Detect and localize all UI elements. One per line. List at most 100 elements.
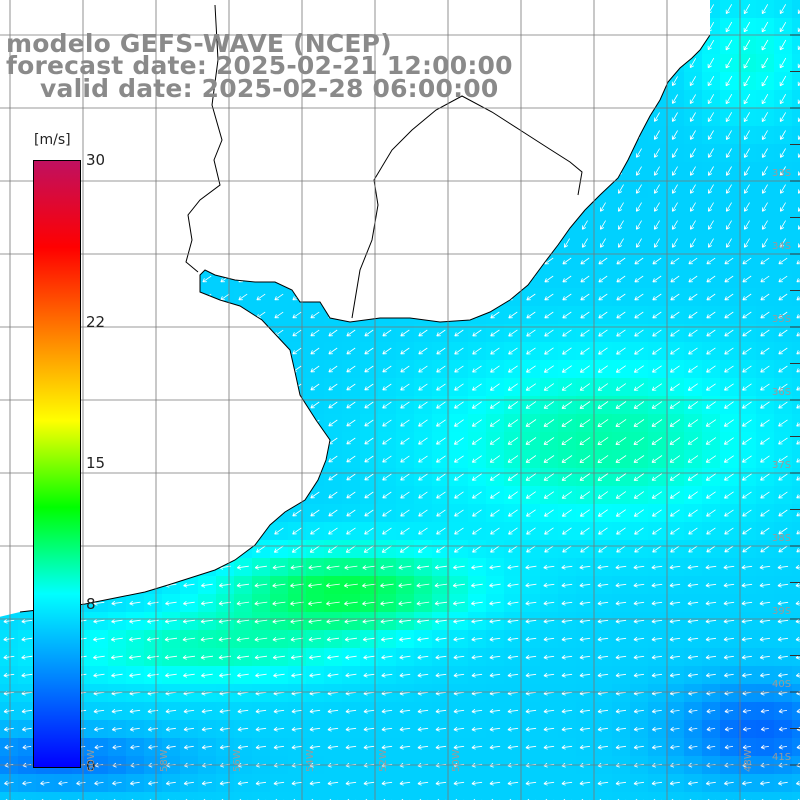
wind-arrow [346, 401, 356, 409]
wind-arrow [580, 527, 590, 535]
lon-label: 60W [86, 749, 97, 772]
wind-arrow [760, 527, 770, 535]
wind-arrow [580, 311, 590, 319]
wind-cell [612, 792, 631, 800]
wind-arrow [363, 654, 375, 660]
wind-arrow [670, 545, 680, 553]
wind-arrow [526, 545, 536, 553]
wind-arrow [544, 275, 554, 283]
wind-cell [90, 792, 109, 800]
wind-cell [792, 720, 800, 739]
wind-arrow [526, 293, 536, 301]
wind-arrow [543, 636, 555, 642]
wind-cell [792, 306, 800, 325]
wind-arrow [362, 565, 376, 570]
wind-arrow [543, 726, 555, 732]
wind-arrow [382, 455, 392, 463]
wind-arrow [256, 293, 266, 301]
wind-arrow [582, 220, 588, 230]
wind-arrow [128, 636, 141, 642]
wind-arrow [795, 636, 800, 642]
wind-arrow [308, 619, 322, 624]
wind-arrow [561, 636, 573, 642]
wind-arrow [435, 618, 447, 624]
wind-arrow [778, 347, 788, 355]
wind-arrow [562, 347, 572, 355]
wind-arrow [508, 527, 518, 535]
wind-arrow [471, 672, 483, 678]
wind-arrow [454, 365, 464, 373]
wind-arrow [200, 618, 214, 624]
wind-arrow [618, 220, 624, 230]
wind-arrow [742, 708, 752, 714]
wind-cell [450, 792, 469, 800]
wind-arrow [418, 419, 428, 427]
wind-arrow [778, 455, 788, 463]
wind-cell [792, 234, 800, 253]
wind-arrow [362, 583, 376, 588]
wind-arrow [760, 329, 770, 337]
wind-arrow [600, 238, 606, 248]
wind-arrow [688, 311, 698, 319]
wind-arrow [21, 654, 33, 660]
wind-arrow [436, 455, 446, 463]
wind-arrow [399, 780, 411, 786]
wind-arrow [183, 726, 195, 732]
wind-arrow [759, 618, 771, 624]
wind-arrow [436, 347, 446, 355]
wind-arrow [201, 672, 213, 678]
wind-arrow [633, 708, 644, 714]
wind-arrow [382, 509, 392, 517]
wind-arrow [797, 117, 800, 122]
wind-arrow [454, 401, 464, 409]
wind-arrow [418, 491, 428, 499]
wind-arrow [237, 708, 249, 714]
wind-arrow [434, 564, 447, 570]
wind-cell [792, 18, 800, 37]
wind-arrow [543, 744, 555, 750]
wind-arrow [580, 257, 590, 265]
wind-arrow [201, 780, 212, 786]
wind-arrow [346, 491, 356, 499]
wind-arrow [400, 455, 410, 463]
wind-arrow [706, 491, 716, 499]
colorbar-tick-label: 15 [86, 454, 106, 472]
wind-arrow [669, 618, 681, 624]
wind-arrow [525, 564, 537, 570]
wind-arrow [453, 618, 465, 624]
wind-arrow [723, 564, 735, 570]
wind-arrow [669, 564, 681, 570]
wind-arrow [761, 93, 769, 105]
wind-arrow [561, 491, 573, 499]
wind-arrow [760, 401, 770, 409]
wind-arrow [272, 583, 286, 588]
wind-arrow [364, 491, 374, 499]
wind-arrow [381, 545, 393, 553]
wind-arrow [615, 600, 627, 606]
wind-arrow [690, 148, 696, 158]
wind-arrow [780, 220, 786, 230]
wind-arrow [472, 329, 482, 337]
wind-arrow [291, 744, 303, 750]
wind-arrow [778, 708, 788, 714]
wind-arrow [272, 636, 286, 642]
wind-arrow [309, 726, 321, 732]
wind-arrow [741, 636, 753, 642]
colorbar-tick-label: 8 [86, 595, 96, 614]
wind-arrow [724, 473, 734, 481]
wind-arrow [797, 45, 800, 51]
wind-arrow [687, 654, 699, 660]
wind-arrow [669, 437, 681, 445]
lat-label: 36S [772, 387, 792, 398]
wind-arrow [382, 365, 392, 373]
wind-arrow [633, 509, 644, 517]
wind-arrow [672, 166, 678, 176]
wind-arrow [363, 672, 375, 678]
wind-arrow [652, 311, 662, 319]
wind-arrow [724, 383, 734, 391]
wind-arrow [687, 491, 698, 499]
wind-arrow [761, 57, 769, 69]
wind-arrow [654, 130, 660, 140]
wind-cell [792, 162, 800, 181]
wind-arrow [796, 530, 800, 535]
